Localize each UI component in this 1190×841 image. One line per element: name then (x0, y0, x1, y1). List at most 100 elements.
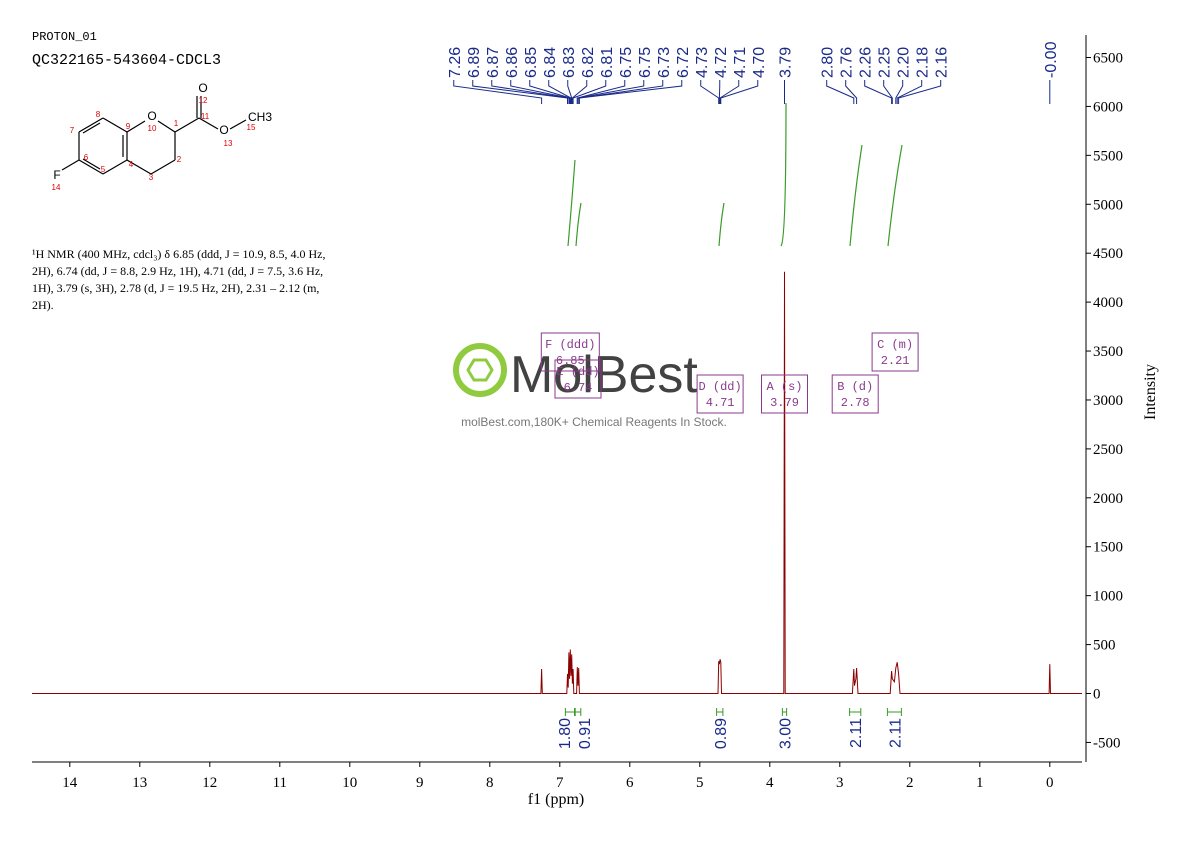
multiplet-name: E (dd) (556, 365, 599, 379)
peak-leader (567, 80, 573, 104)
integral-curves (567, 102, 903, 247)
peak-label: 2.26 (858, 47, 875, 78)
atom-number: 4 (129, 160, 134, 169)
peak-label: 6.72 (675, 47, 692, 78)
atom-number: 1 (174, 119, 179, 128)
y-tick-label: 2000 (1093, 491, 1123, 507)
peak-leader (845, 80, 858, 104)
peak-leader (883, 80, 893, 104)
atom-number: 3 (149, 173, 154, 182)
integral-bracket (564, 708, 575, 716)
peak-leader (826, 80, 855, 104)
peak-leader (571, 80, 588, 104)
bond (157, 120, 176, 133)
atom-number: 8 (96, 110, 101, 119)
x-tick-label: 10 (342, 775, 357, 791)
peak-label: 6.86 (504, 47, 521, 78)
molecule: O 12 11 O 10 1 CH3 15 O 13 7 8 9 6 4 2 3… (52, 81, 273, 192)
peak-leader (491, 80, 570, 104)
integral-bracket (781, 708, 788, 716)
multiplet-name: C (m) (877, 338, 913, 352)
atom: F (53, 168, 60, 182)
integral-bracket (574, 708, 582, 716)
watermark-brand: MolBest (510, 346, 698, 404)
y-tick-label: 2500 (1093, 442, 1123, 458)
peak-leader (864, 80, 893, 104)
peak-leader (719, 80, 740, 104)
peak-label: 3.79 (778, 47, 795, 78)
bond (102, 117, 128, 133)
atom-number: 12 (199, 96, 208, 105)
integral-bracket (716, 708, 724, 716)
y-tick-label: 4000 (1093, 295, 1123, 311)
integral-curve (887, 144, 903, 247)
integral-curve (718, 202, 725, 247)
integral-label: 0.91 (577, 718, 594, 749)
multiplet-box (761, 374, 808, 414)
bond (198, 117, 219, 130)
multiplet-shift: 4.71 (706, 396, 735, 410)
peak-label: 6.82 (580, 47, 597, 78)
peak-label: 6.81 (599, 47, 616, 78)
bond (126, 159, 152, 175)
description-line: 2H). (32, 298, 54, 312)
bond (126, 120, 146, 133)
atom: CH3 (248, 110, 272, 124)
peak-label: 2.18 (915, 47, 932, 78)
peak-leader (720, 80, 759, 104)
peak-leader (578, 80, 683, 104)
atom-number: 7 (70, 126, 75, 135)
x-tick-label: 14 (62, 775, 78, 791)
multiplet-box (554, 359, 602, 399)
peak-label: 6.85 (523, 47, 540, 78)
y-tick-label: -500 (1093, 735, 1121, 751)
x-tick-label: 5 (696, 775, 704, 791)
peak-leader (576, 80, 645, 104)
y-tick-label: 3000 (1093, 393, 1123, 409)
y-tick-label: 5000 (1093, 197, 1123, 213)
description-line: 2H), 6.74 (dd, J = 8.8, 2.9 Hz, 1H), 4.7… (32, 264, 323, 278)
bond (82, 122, 101, 134)
atom-number: 6 (84, 153, 89, 162)
peak-label: 4.70 (751, 47, 768, 78)
multiplet-name: F (ddd) (545, 338, 595, 352)
peak-label: 6.75 (618, 47, 635, 78)
logo-ring (453, 343, 507, 397)
integral-bracket (886, 708, 902, 716)
bond (61, 159, 80, 171)
multiplet-box (831, 374, 879, 414)
integral-curve (575, 202, 582, 247)
multiplet-shift: 3.79 (770, 396, 799, 410)
y-tick-label: 1000 (1093, 589, 1123, 605)
atom-number: 13 (224, 139, 233, 148)
bond (102, 159, 128, 175)
multiplet-shift: 2.21 (881, 354, 910, 368)
logo-hex (466, 358, 494, 382)
bond (78, 159, 104, 175)
bond (174, 117, 200, 133)
peak-leader (572, 80, 607, 104)
integral-curve (780, 102, 787, 247)
description-line: ¹H NMR (400 MHz, cdcl₃) δ 6.85 (ddd, J =… (32, 247, 326, 261)
peak-leader (548, 80, 572, 104)
bond (150, 159, 176, 175)
x-tick-label: 2 (906, 775, 914, 791)
atom-number: 5 (101, 165, 106, 174)
integral-label: 2.11 (887, 718, 904, 748)
y-tick-label: 6000 (1093, 99, 1123, 115)
atom-number: 9 (126, 122, 131, 131)
peak-leader (700, 80, 720, 104)
multiplet-name: B (d) (837, 380, 873, 394)
peak-label: 7.26 (447, 47, 464, 78)
bond (82, 158, 101, 170)
peak-label: 6.83 (561, 47, 578, 78)
y-tick-label: 0 (1093, 687, 1101, 703)
bond (229, 119, 247, 130)
x-tick-label: 13 (132, 775, 147, 791)
bond (78, 117, 104, 133)
x-tick-label: 12 (202, 775, 217, 791)
peak-label: 2.16 (934, 47, 951, 78)
x-tick-label: 4 (766, 775, 774, 791)
integral-bracket (849, 708, 862, 716)
